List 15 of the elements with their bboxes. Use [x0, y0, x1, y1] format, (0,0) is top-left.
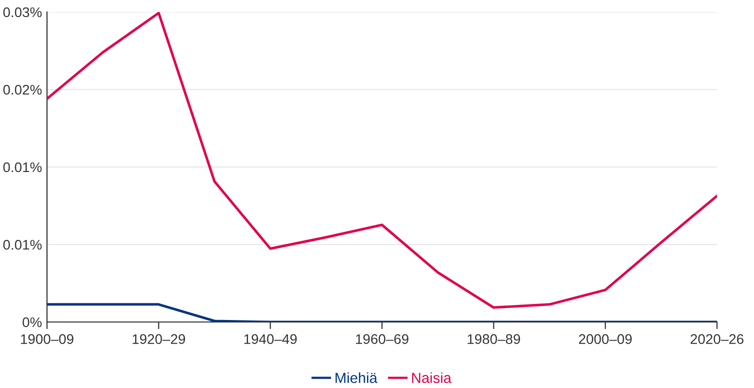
line-series — [47, 12, 717, 309]
x-tick-label: 1940–49 — [244, 334, 297, 344]
y-tick-label: 0.03% — [3, 7, 42, 18]
y-tick-label: 0.01% — [3, 162, 42, 172]
x-tick-label: 2000–09 — [579, 334, 632, 344]
legend-label: Naisia — [412, 372, 452, 384]
y-tick-label: 0.02% — [3, 84, 42, 95]
y-tick-label: 0% — [22, 317, 42, 328]
legend-label: Miehiä — [336, 372, 378, 384]
x-tick-label: 2020–26 — [690, 334, 744, 344]
y-tick-label: 0.01% — [3, 240, 42, 250]
x-tick-label: 1960–69 — [356, 334, 408, 344]
x-tick-label: 1900–09 — [21, 334, 74, 344]
x-tick-label: 1980–89 — [468, 334, 520, 344]
x-tick-label: 1920–29 — [132, 334, 186, 344]
